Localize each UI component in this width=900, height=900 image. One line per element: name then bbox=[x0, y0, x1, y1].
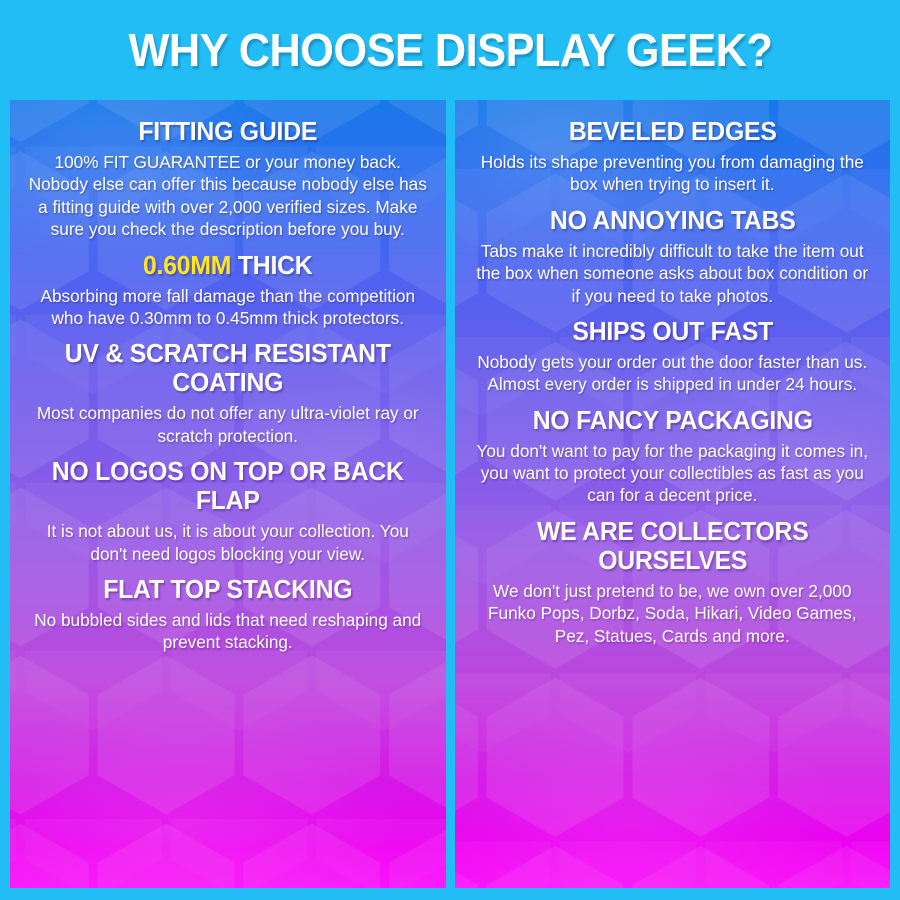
feature-block-flat-top-stacking: FLAT TOP STACKING No bubbled sides and l… bbox=[24, 576, 432, 654]
feature-body: Most companies do not offer any ultra-vi… bbox=[36, 403, 419, 446]
feature-block-beveled-edges: BEVELED EDGES Holds its shape preventing… bbox=[469, 118, 877, 196]
feature-title: UV & SCRATCH RESISTANT COATING bbox=[64, 340, 391, 398]
right-feature-panel: BEVELED EDGES Holds its shape preventing… bbox=[454, 100, 890, 888]
feature-body: No bubbled sides and lids that need resh… bbox=[34, 610, 422, 653]
feature-title-highlight: 0.60MM bbox=[142, 251, 232, 280]
feature-columns: FITTING GUIDE 100% FIT GUARANTEE or your… bbox=[10, 100, 890, 888]
feature-title: WE ARE COLLECTORS OURSELVES bbox=[536, 517, 809, 575]
feature-body: You don't want to pay for the packaging … bbox=[476, 440, 869, 506]
feature-title: NO LOGOS ON TOP OR BACK FLAP bbox=[51, 458, 404, 516]
feature-title: NO ANNOYING TABS bbox=[549, 206, 796, 235]
feature-title: FITTING GUIDE bbox=[138, 118, 318, 146]
feature-body: Holds its shape preventing you from dama… bbox=[480, 152, 864, 195]
feature-title: 0.60MM THICK bbox=[30, 252, 425, 281]
feature-body: Tabs make it incredibly difficult to tak… bbox=[476, 240, 869, 306]
feature-block-uv-scratch: UV & SCRATCH RESISTANT COATING Most comp… bbox=[24, 340, 432, 447]
feature-title: FLAT TOP STACKING bbox=[103, 575, 353, 604]
feature-body: 100% FIT GUARANTEE or your money back. N… bbox=[28, 152, 427, 240]
feature-block-ships-fast: SHIPS OUT FAST Nobody gets your order ou… bbox=[469, 318, 877, 396]
feature-body: It is not about us, it is about your col… bbox=[46, 521, 409, 564]
feature-block-no-tabs: NO ANNOYING TABS Tabs make it incredibly… bbox=[469, 207, 877, 307]
feature-title: NO FANCY PACKAGING bbox=[532, 406, 813, 435]
feature-title: SHIPS OUT FAST bbox=[571, 317, 773, 346]
feature-block-thickness: 0.60MM THICK Absorbing more fall damage … bbox=[24, 252, 432, 330]
left-feature-panel: FITTING GUIDE 100% FIT GUARANTEE or your… bbox=[10, 100, 446, 888]
feature-title-rest: THICK bbox=[237, 251, 313, 280]
feature-block-no-fancy-packaging: NO FANCY PACKAGING You don't want to pay… bbox=[469, 407, 877, 507]
feature-body: Absorbing more fall damage than the comp… bbox=[40, 285, 416, 328]
feature-block-we-are-collectors: WE ARE COLLECTORS OURSELVES We don't jus… bbox=[469, 518, 877, 647]
feature-block-no-logos: NO LOGOS ON TOP OR BACK FLAP It is not a… bbox=[24, 458, 432, 565]
header-bar: WHY CHOOSE DISPLAY GEEK? bbox=[0, 0, 900, 100]
feature-body: Nobody gets your order out the door fast… bbox=[477, 351, 868, 395]
feature-body: We don't just pretend to be, we own over… bbox=[488, 580, 857, 646]
page-title: WHY CHOOSE DISPLAY GEEK? bbox=[128, 24, 772, 76]
feature-title: BEVELED EDGES bbox=[568, 118, 777, 146]
feature-block-fitting-guide: FITTING GUIDE 100% FIT GUARANTEE or your… bbox=[24, 118, 432, 241]
